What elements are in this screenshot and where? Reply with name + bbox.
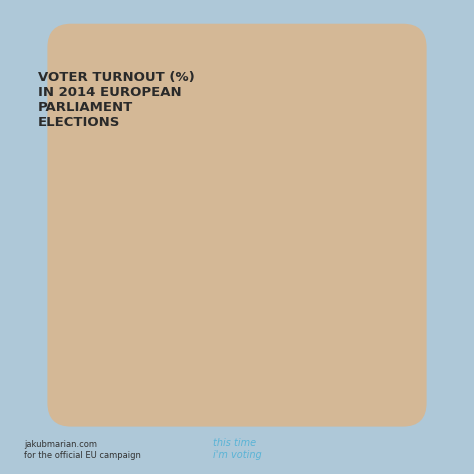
FancyBboxPatch shape [47,24,427,427]
Text: jakubmarian.com
for the official EU campaign: jakubmarian.com for the official EU camp… [24,440,141,460]
Text: this time
i'm voting: this time i'm voting [213,438,262,460]
Text: VOTER TURNOUT (%)
IN 2014 EUROPEAN
PARLIAMENT
ELECTIONS: VOTER TURNOUT (%) IN 2014 EUROPEAN PARLI… [38,71,195,129]
